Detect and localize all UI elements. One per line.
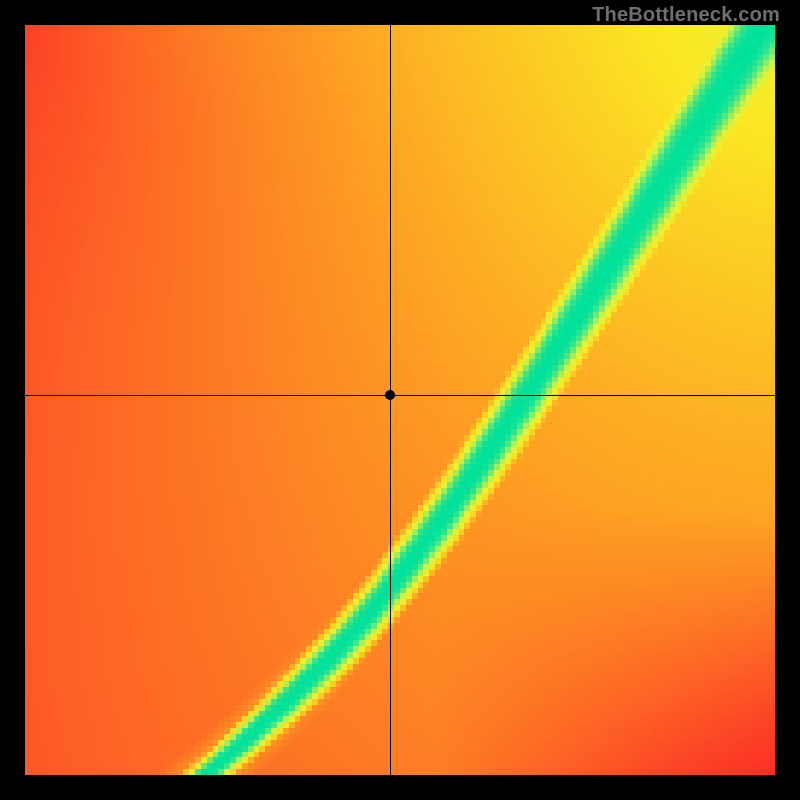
chart-container: { "watermark": { "text": "TheBottleneck.… <box>0 0 800 800</box>
bottleneck-heatmap <box>0 0 800 800</box>
